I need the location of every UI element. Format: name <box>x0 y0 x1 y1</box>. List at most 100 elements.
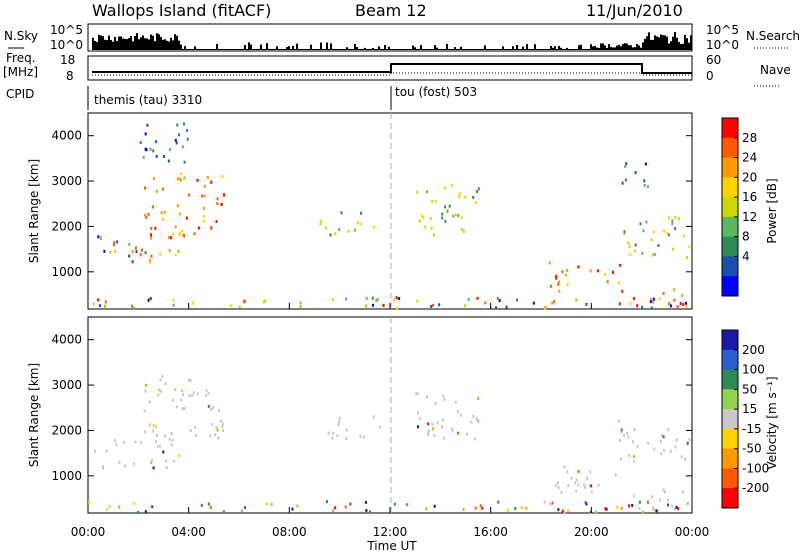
power-cell <box>193 232 196 236</box>
velocity-cell <box>638 500 641 504</box>
power-colorbar-tick-label: 20 <box>742 170 757 184</box>
nsky-bar <box>288 46 290 50</box>
velocity-cell <box>159 389 162 393</box>
velocity-cell <box>151 505 154 509</box>
nsky-bar <box>368 49 370 50</box>
velocity-cell <box>174 388 177 391</box>
velocity-cell <box>688 438 691 441</box>
nsky-bar <box>452 49 454 50</box>
velocity-cell <box>168 437 171 441</box>
nsky-bar <box>358 49 360 50</box>
nsky-bar <box>544 49 546 50</box>
nsky-bar <box>388 46 390 50</box>
velocity-cell <box>436 421 439 425</box>
power-colorbar-label: Power [dB] <box>765 178 779 243</box>
nsky-bar <box>536 49 538 50</box>
velocity-cell <box>677 507 680 511</box>
nsky-bar <box>592 46 594 50</box>
nsky-bar <box>214 49 216 50</box>
power-cell <box>667 233 670 237</box>
power-cell <box>459 191 462 195</box>
nsky-bar <box>446 44 448 50</box>
velocity-cell <box>669 449 672 453</box>
velocity-cell <box>563 465 566 469</box>
nsky-bar <box>278 49 280 50</box>
velocity-cell <box>456 410 459 414</box>
nsky-bar <box>250 44 252 50</box>
power-cell <box>132 306 135 310</box>
nsky-bar <box>382 49 384 50</box>
nsky-bar <box>568 49 570 50</box>
power-cell <box>496 296 499 300</box>
power-cell <box>647 185 649 189</box>
nsky-bar <box>636 44 638 50</box>
velocity-cell <box>674 507 676 511</box>
nsky-bar <box>338 49 340 50</box>
velocity-cell <box>164 434 167 438</box>
power-cell <box>674 215 676 219</box>
power-cell <box>192 301 195 305</box>
nsky-bar <box>316 49 318 50</box>
power-cell <box>176 123 179 127</box>
power-cell <box>685 256 688 260</box>
power-cell <box>467 298 470 301</box>
nsky-bar <box>308 49 310 50</box>
power-cell <box>148 259 151 262</box>
power-cell <box>183 160 186 164</box>
velocity-cell <box>144 389 147 393</box>
power-cell <box>376 298 379 302</box>
velocity-colorbar-tick-label: -15 <box>742 422 762 436</box>
power-cell <box>159 252 162 256</box>
power-cell <box>623 232 626 236</box>
power-cell <box>144 132 147 136</box>
power-colorbar-tick-label: 4 <box>742 249 750 263</box>
power-cell <box>651 253 654 257</box>
nsky-bar <box>436 47 438 50</box>
nsky-bar <box>618 44 620 50</box>
power-cell <box>671 219 674 223</box>
velocity-cell <box>327 431 330 435</box>
nsky-bar <box>578 45 580 50</box>
velocity-frame <box>87 316 693 514</box>
velocity-cell <box>148 400 151 404</box>
nsky-bar <box>422 49 424 50</box>
nsky-bar <box>678 41 680 50</box>
velocity-cell <box>675 505 678 509</box>
nsky-bar <box>162 39 164 50</box>
velocity-cell <box>393 502 396 506</box>
velocity-cell <box>667 428 670 432</box>
velocity-cell <box>165 466 168 470</box>
power-cell <box>425 190 428 194</box>
velocity-cell <box>331 436 334 440</box>
velocity-cell <box>667 503 669 507</box>
velocity-cell <box>597 483 600 487</box>
nsky-bar <box>516 45 518 50</box>
nsky-bar <box>534 44 536 50</box>
power-cell <box>329 233 332 237</box>
nsky-bar <box>260 44 262 50</box>
nsky-bar <box>560 47 562 50</box>
velocity-cell <box>405 503 408 507</box>
velocity-cell <box>631 503 634 507</box>
velocity-ytick-label: 2000 <box>51 423 82 437</box>
nsky-bar <box>392 49 394 50</box>
power-cell <box>446 209 449 213</box>
nsky-bar <box>290 49 292 50</box>
velocity-cell <box>647 441 650 445</box>
velocity-cell <box>680 455 683 459</box>
nsky-bar <box>224 49 226 50</box>
time-x-ticks: 00:00 04:00 08:00 12:00 16:00 20:00 00:00 <box>71 303 709 539</box>
power-cell <box>649 297 652 301</box>
velocity-cell <box>497 500 500 504</box>
nsky-bar <box>634 47 636 50</box>
velocity-cell <box>337 423 340 426</box>
velocity-cell <box>181 407 184 411</box>
time-xlabel: Time UT <box>366 539 417 553</box>
power-cell <box>264 299 267 303</box>
nsky-bar <box>488 49 490 50</box>
nsky-bar <box>476 49 478 50</box>
velocity-cell <box>164 382 167 386</box>
nsky-bar <box>248 42 250 50</box>
power-cell <box>223 193 226 197</box>
nsky-bar <box>478 49 480 50</box>
